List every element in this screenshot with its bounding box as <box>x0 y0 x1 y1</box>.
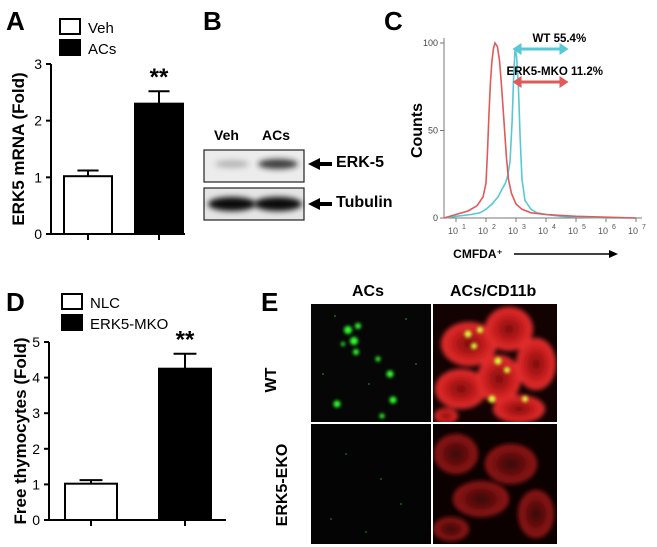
micrograph-wt-acs <box>311 304 431 422</box>
panel-a-letter: A <box>6 6 25 36</box>
micrograph-erk5-eko-acs <box>311 424 431 544</box>
y-tick-label: 2 <box>32 441 40 457</box>
gate-arrowhead <box>559 43 569 55</box>
gate-arrowtail <box>512 43 522 55</box>
panel-e-letter: E <box>261 287 279 317</box>
legend-swatch <box>59 18 81 35</box>
panel-a-chart: 0 1 2 3 ** ERK5 mRNA (Fold) Veh ACs <box>9 18 185 242</box>
blot-band-erk5-veh <box>215 160 249 168</box>
x-tick-label: 10 <box>508 226 518 236</box>
legend-swatch <box>61 314 83 331</box>
x-tick-exponent: 1 <box>462 224 466 231</box>
x-tick-exponent: 3 <box>522 224 526 231</box>
panel-d-letter: D <box>6 287 25 317</box>
column-label-acs-cd11b: ACs/CD11b <box>450 283 537 300</box>
x-tick-exponent: 7 <box>642 224 646 231</box>
row-label-erk5-eko: ERK5-EKO <box>274 443 291 527</box>
gate-arrowhead <box>559 76 569 88</box>
y-axis-label: Counts <box>409 103 426 158</box>
y-tick-label: 0 <box>34 226 42 242</box>
western-blot <box>203 149 332 221</box>
x-tick-label: 10 <box>538 226 548 236</box>
y-tick-label: 2 <box>34 113 42 129</box>
y-tick-label: 50 <box>428 126 438 136</box>
micrograph-grid <box>311 304 557 544</box>
x-tick-exponent: 6 <box>612 224 616 231</box>
band-label-tubulin: Tubulin <box>336 194 393 211</box>
legend-label: ERK5-MKO <box>90 316 168 333</box>
y-tick-label: 3 <box>34 56 42 72</box>
panel-c-chart: 0 50 100 10 1 10 2 10 3 10 4 10 5 10 6 10 7 WT 55.4% ERK5-… <box>409 33 646 261</box>
panel-c-letter: C <box>384 6 403 36</box>
y-tick-label: 100 <box>423 38 438 48</box>
gate-annotation-wt: WT 55.4% <box>533 33 587 45</box>
bar-acs <box>134 102 184 235</box>
lane-label-veh: Veh <box>214 127 239 143</box>
y-tick-label: 0 <box>32 512 40 528</box>
column-label-acs: ACs <box>352 283 385 300</box>
micrograph-erk5-eko-acs-cd11b <box>433 424 557 544</box>
legend-label: Veh <box>88 20 114 37</box>
gate-arrowtail <box>512 76 522 88</box>
y-axis-label: Free thymocytes (Fold) <box>11 337 30 524</box>
x-tick-label: 10 <box>598 226 608 236</box>
gate-annotation-erk5-mko: ERK5-MKO 11.2% <box>507 66 604 78</box>
y-tick-label: 0 <box>433 213 438 223</box>
band-label-erk5: ERK-5 <box>336 154 385 171</box>
blot-band-erk5-acs <box>258 159 298 169</box>
bar-nlc <box>64 482 118 522</box>
legend-swatch <box>59 39 81 56</box>
y-tick-label: 4 <box>32 370 40 386</box>
y-axis-label: ERK5 mRNA (Fold) <box>9 72 28 225</box>
micrograph-wt-acs-cd11b <box>433 304 557 424</box>
x-axis-arrowhead <box>609 250 618 258</box>
legend-label: ACs <box>88 41 116 58</box>
series-line-erk5-mko <box>443 41 637 219</box>
x-tick-label: 10 <box>478 226 488 236</box>
panel-b-letter: B <box>203 6 222 36</box>
row-label-wt: WT <box>263 367 280 393</box>
arrow-tubulin <box>308 198 332 210</box>
x-tick-exponent: 5 <box>582 224 586 231</box>
x-tick-label: 10 <box>448 226 458 236</box>
legend-label: NLC <box>90 295 120 312</box>
y-tick-label: 3 <box>32 405 40 421</box>
blot-band-tubulin-acs <box>254 197 302 211</box>
legend-swatch <box>61 293 83 310</box>
panel-d-chart: 0 1 2 3 4 5 ** Free thymocytes (Fold) NLC ERK5-MK… <box>11 293 226 528</box>
y-tick-label: 1 <box>32 476 40 492</box>
x-tick-exponent: 4 <box>552 224 556 231</box>
arrow-erk5 <box>308 158 332 170</box>
y-tick-label: 1 <box>34 169 42 185</box>
y-tick-label: 5 <box>32 334 40 350</box>
bar-erk5-mko <box>158 367 212 521</box>
lane-label-acs: ACs <box>262 127 291 143</box>
blot-band-tubulin-veh <box>208 197 256 211</box>
x-tick-label: 10 <box>628 226 638 236</box>
bar-veh <box>63 175 113 235</box>
x-tick-label: 10 <box>568 226 578 236</box>
x-axis-label: CMFDA⁺ <box>453 247 503 261</box>
significance-marker: ** <box>150 64 169 91</box>
x-tick-exponent: 2 <box>492 224 496 231</box>
significance-marker: ** <box>176 327 195 354</box>
